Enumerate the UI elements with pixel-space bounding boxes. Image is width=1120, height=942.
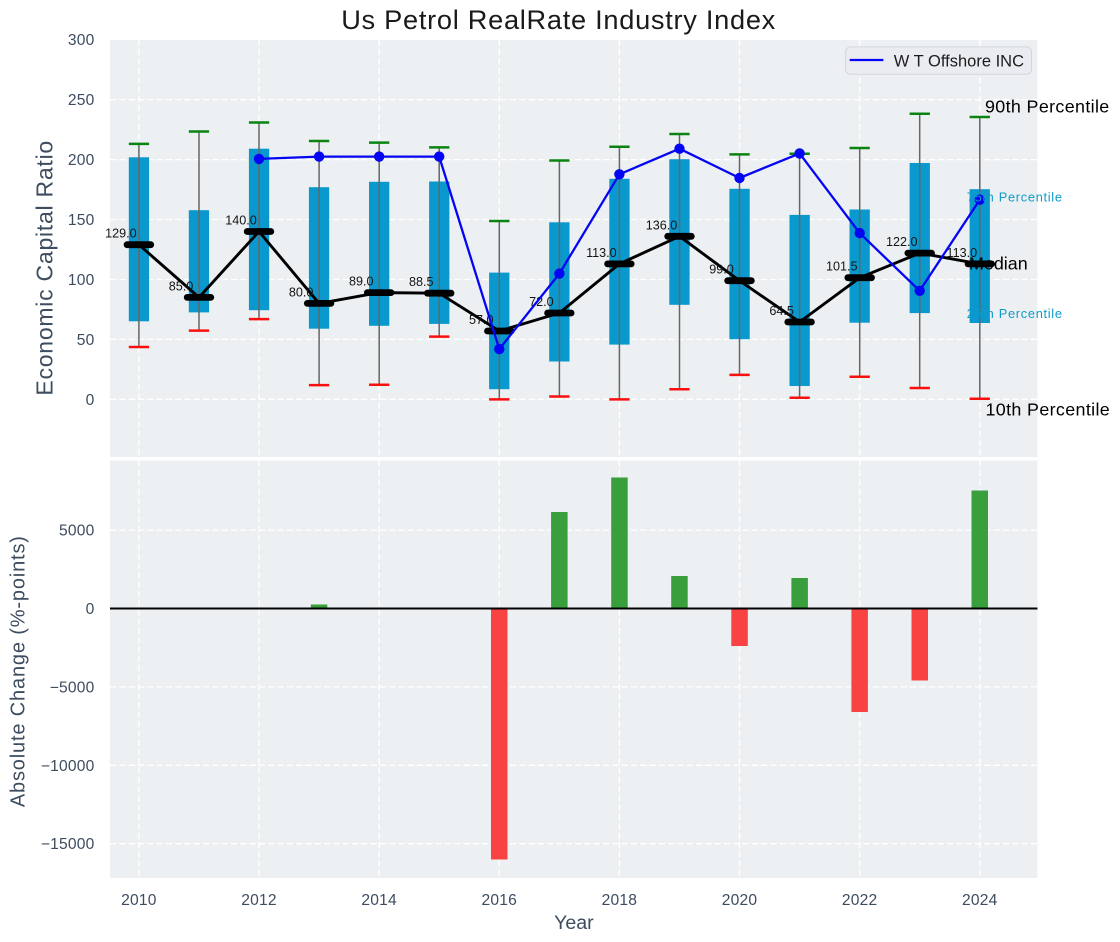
svg-text:0: 0	[86, 601, 95, 618]
svg-text:75th Percentile: 75th Percentile	[967, 189, 1063, 204]
svg-text:80.0: 80.0	[289, 285, 314, 299]
svg-text:2014: 2014	[361, 892, 397, 909]
svg-text:100: 100	[68, 272, 95, 289]
svg-text:140.0: 140.0	[225, 214, 257, 228]
svg-text:136.0: 136.0	[646, 218, 678, 232]
svg-text:W T Offshore INC: W T Offshore INC	[894, 52, 1024, 70]
svg-text:99.0: 99.0	[709, 263, 734, 277]
svg-text:Economic Capital Ratio: Economic Capital Ratio	[32, 140, 58, 396]
svg-text:Absolute Change (%-points): Absolute Change (%-points)	[8, 535, 30, 807]
svg-text:25th Percentile: 25th Percentile	[967, 306, 1063, 321]
svg-text:Median: Median	[969, 253, 1028, 273]
svg-text:200: 200	[68, 152, 95, 169]
svg-text:113.0: 113.0	[586, 246, 617, 260]
svg-text:300: 300	[68, 32, 95, 49]
svg-text:2012: 2012	[241, 892, 277, 909]
svg-text:150: 150	[68, 212, 95, 229]
svg-text:2016: 2016	[482, 892, 518, 909]
svg-text:88.5: 88.5	[409, 275, 434, 289]
svg-text:10th Percentile: 10th Percentile	[986, 400, 1111, 420]
svg-text:90th Percentile: 90th Percentile	[985, 96, 1110, 116]
svg-text:89.0: 89.0	[349, 275, 374, 289]
svg-text:Year: Year	[554, 912, 594, 934]
svg-text:5000: 5000	[59, 523, 95, 540]
svg-text:0: 0	[86, 392, 95, 409]
svg-text:Us Petrol RealRate Industry In: Us Petrol RealRate Industry Index	[341, 4, 776, 35]
svg-text:122.0: 122.0	[886, 235, 918, 249]
svg-text:129.0: 129.0	[105, 227, 137, 241]
svg-text:2022: 2022	[842, 892, 878, 909]
svg-text:50: 50	[77, 332, 95, 349]
svg-text:64.5: 64.5	[769, 304, 794, 318]
svg-text:2018: 2018	[602, 892, 638, 909]
svg-text:2024: 2024	[962, 892, 998, 909]
svg-text:−10000: −10000	[41, 758, 95, 775]
svg-text:57.0: 57.0	[469, 313, 494, 327]
svg-text:2010: 2010	[121, 892, 157, 909]
svg-text:250: 250	[68, 92, 95, 109]
svg-text:85.0: 85.0	[169, 279, 194, 293]
svg-text:−5000: −5000	[50, 679, 95, 696]
svg-text:113.0: 113.0	[947, 246, 978, 260]
svg-text:−15000: −15000	[41, 836, 95, 853]
svg-text:101.5: 101.5	[826, 260, 858, 274]
svg-text:2020: 2020	[722, 892, 758, 909]
